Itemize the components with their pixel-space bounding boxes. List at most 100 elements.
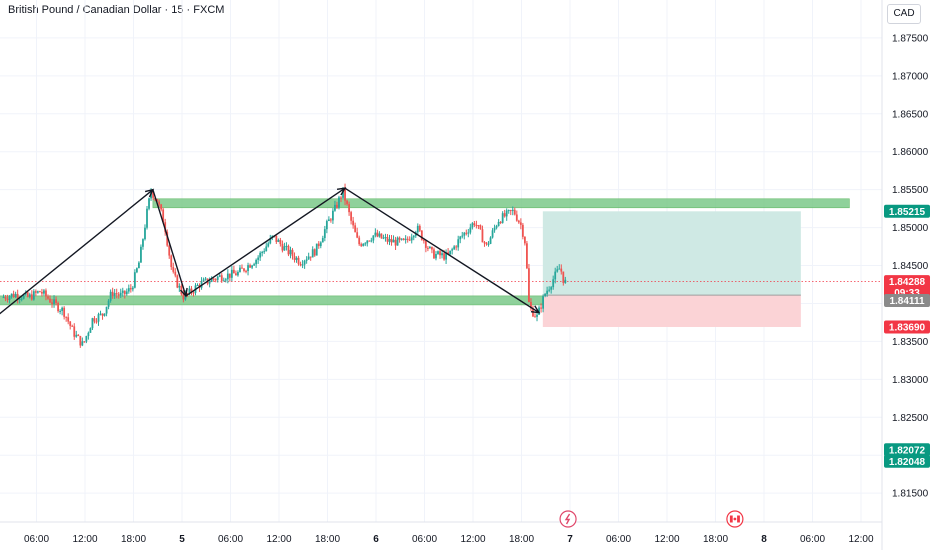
candle-body (457, 239, 460, 248)
candle-body (188, 288, 191, 294)
stop-area (542, 295, 801, 328)
x-tick-label: 06:00 (412, 534, 437, 545)
currency-selector[interactable]: CAD (887, 4, 921, 24)
candle-body (22, 294, 25, 299)
candle-body (166, 231, 169, 246)
candle-body (196, 285, 199, 287)
candle-body (429, 246, 431, 249)
candle-body (97, 314, 100, 322)
candle-body (513, 209, 516, 215)
candle-body (71, 325, 74, 327)
candle-body (558, 268, 561, 270)
candle-body (368, 240, 371, 242)
candle-body (321, 238, 324, 243)
candle-body (412, 235, 415, 238)
candle-body (564, 279, 567, 283)
trend-line (344, 187, 540, 314)
candle-body (24, 292, 27, 295)
candle-body (216, 276, 219, 280)
candle-body (299, 264, 302, 266)
price-tag-label: 1.82048 (889, 457, 926, 468)
candle-body (279, 239, 282, 245)
candle-body (459, 236, 462, 240)
candle-body (212, 278, 215, 280)
candle-body (358, 237, 361, 245)
candle-body (117, 294, 120, 296)
candle-body (186, 293, 189, 295)
y-tick-label: 1.86000 (892, 147, 929, 158)
candle-body (453, 246, 456, 250)
candle-body (47, 296, 49, 299)
candle-body (384, 237, 387, 239)
candle-body (556, 269, 559, 272)
candle-body (127, 288, 130, 292)
candle-body (259, 252, 262, 258)
candle-body (542, 296, 544, 309)
candle-body (426, 247, 429, 249)
x-tick-label: 06:00 (24, 534, 49, 545)
x-tick-label: 6 (373, 534, 379, 545)
candle-body (4, 297, 7, 299)
candle-body (162, 209, 165, 223)
candle-body (329, 219, 332, 221)
candle-body (182, 294, 185, 300)
y-tick-label: 1.82500 (892, 413, 929, 424)
candle-body (232, 269, 235, 274)
candle-body (87, 332, 90, 337)
candle-body (382, 237, 385, 239)
price-tag (884, 454, 930, 468)
candle-body (370, 240, 373, 242)
candle-body (477, 225, 480, 227)
candle-body (348, 204, 350, 213)
y-tick-label: 1.87500 (892, 33, 929, 44)
candle-body (473, 223, 476, 226)
candle-body (327, 219, 330, 222)
candle-body (247, 265, 249, 272)
candle-body (131, 287, 134, 290)
arrow-head (530, 305, 541, 314)
candle-body (8, 296, 11, 300)
y-tick-label: 1.81500 (892, 489, 929, 500)
candle-body (265, 246, 268, 252)
candle-body (319, 242, 322, 247)
candle-body (408, 239, 411, 241)
candle-body (366, 240, 369, 244)
candle-body (441, 253, 443, 256)
candle-body (536, 314, 538, 317)
target-area (542, 211, 801, 296)
candle-body (554, 271, 557, 280)
candle-body (184, 293, 187, 300)
candle-body (51, 302, 53, 304)
candle-body (263, 251, 266, 253)
candle-body (523, 236, 526, 244)
candle-body (251, 265, 253, 268)
candle-body (158, 201, 161, 205)
candle-body (95, 321, 98, 323)
candle-body (168, 245, 171, 256)
candle-body (115, 293, 118, 295)
lightning-bolt (564, 513, 571, 525)
candle-body (461, 235, 464, 237)
candle-body (281, 244, 284, 251)
candle-body (467, 232, 470, 234)
candle-body (475, 225, 478, 227)
candle-body (210, 278, 213, 282)
candle-body (107, 300, 110, 307)
candle-body (521, 224, 524, 237)
candle-body (301, 264, 304, 266)
candle-body (364, 243, 367, 245)
candle-body (176, 275, 179, 288)
candle-body (41, 292, 43, 294)
candle-body (34, 291, 37, 293)
price-tag-label: 1.84288 (889, 277, 926, 288)
candle-body (10, 293, 13, 297)
price-tag (884, 204, 930, 218)
candle-body (293, 256, 296, 260)
candle-body (463, 232, 466, 236)
candle-body (55, 299, 57, 303)
candle-body (103, 313, 106, 316)
candle-body (544, 294, 547, 297)
candle-body (222, 280, 225, 282)
candle-body (241, 267, 243, 269)
